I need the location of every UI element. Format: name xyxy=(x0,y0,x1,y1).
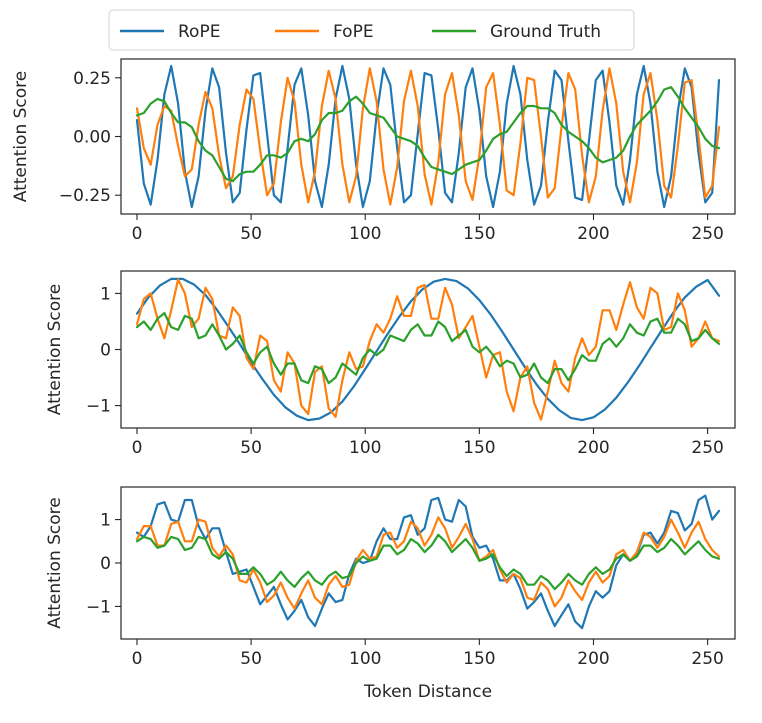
x-tick-label: 50 xyxy=(240,438,262,458)
y-tick-label: 0.25 xyxy=(73,69,111,89)
x-tick-label: 100 xyxy=(349,224,381,244)
x-tick-label: 250 xyxy=(691,438,723,458)
legend-frame xyxy=(108,9,635,51)
series-line-ground-truth xyxy=(135,533,721,591)
series-line-ground-truth xyxy=(135,312,721,385)
x-tick-label: 200 xyxy=(577,649,609,669)
y-tick-label: 0 xyxy=(100,341,111,361)
plot-frame xyxy=(120,270,736,429)
series-line-fope xyxy=(135,67,721,206)
x-tick-label: 0 xyxy=(132,438,143,458)
series-group xyxy=(135,64,721,209)
y-tick-label: −0.25 xyxy=(59,186,111,206)
y-tick-label: 0 xyxy=(100,554,111,574)
x-tick-label: 0 xyxy=(132,649,143,669)
legend-label-ground-truth: Ground Truth xyxy=(490,22,601,42)
series-line-fope xyxy=(135,516,721,610)
y-tick-label: −1 xyxy=(86,397,111,417)
series-group xyxy=(135,494,721,630)
legend-label-fope: FoPE xyxy=(333,22,374,42)
x-tick-label: 100 xyxy=(349,649,381,669)
y-tick-label: 1 xyxy=(100,511,111,531)
legend-label-rope: RoPE xyxy=(178,22,220,42)
x-tick-label: 250 xyxy=(691,649,723,669)
chart-panel-3: 0 50 100 150 200 250 1 0 −1 Attention Score Token … xyxy=(45,486,736,702)
x-tick-label: 50 xyxy=(240,649,262,669)
chart-panel-1: 0 50 100 150 200 250 0.25 0.00 −0.25 Attention Sc… xyxy=(11,58,736,244)
x-axis-label: Token Distance xyxy=(363,682,492,702)
y-axis-label: Attention Score xyxy=(11,71,31,202)
y-tick-label: 0.00 xyxy=(73,128,111,148)
x-tick-label: 250 xyxy=(691,224,723,244)
y-axis-label: Attention Score xyxy=(45,497,65,628)
x-tick-label: 200 xyxy=(577,438,609,458)
x-tick-label: 150 xyxy=(463,649,495,669)
legend: RoPE FoPE Ground Truth xyxy=(108,9,635,51)
x-tick-label: 150 xyxy=(463,224,495,244)
series-line-fope xyxy=(135,278,721,421)
chart-panel-2: 0 50 100 150 200 250 1 0 −1 Attention Score xyxy=(45,270,736,458)
x-tick-label: 200 xyxy=(577,224,609,244)
x-tick-label: 0 xyxy=(132,224,143,244)
y-tick-label: −1 xyxy=(86,597,111,617)
y-tick-label: 1 xyxy=(100,284,111,304)
series-line-rope xyxy=(135,494,721,630)
series-line-ground-truth xyxy=(135,86,721,183)
series-group xyxy=(135,277,721,422)
series-line-rope xyxy=(135,64,721,209)
y-axis-label: Attention Score xyxy=(45,284,65,415)
series-line-rope xyxy=(135,277,721,422)
x-tick-label: 150 xyxy=(463,438,495,458)
x-tick-label: 100 xyxy=(349,438,381,458)
x-tick-label: 50 xyxy=(240,224,262,244)
